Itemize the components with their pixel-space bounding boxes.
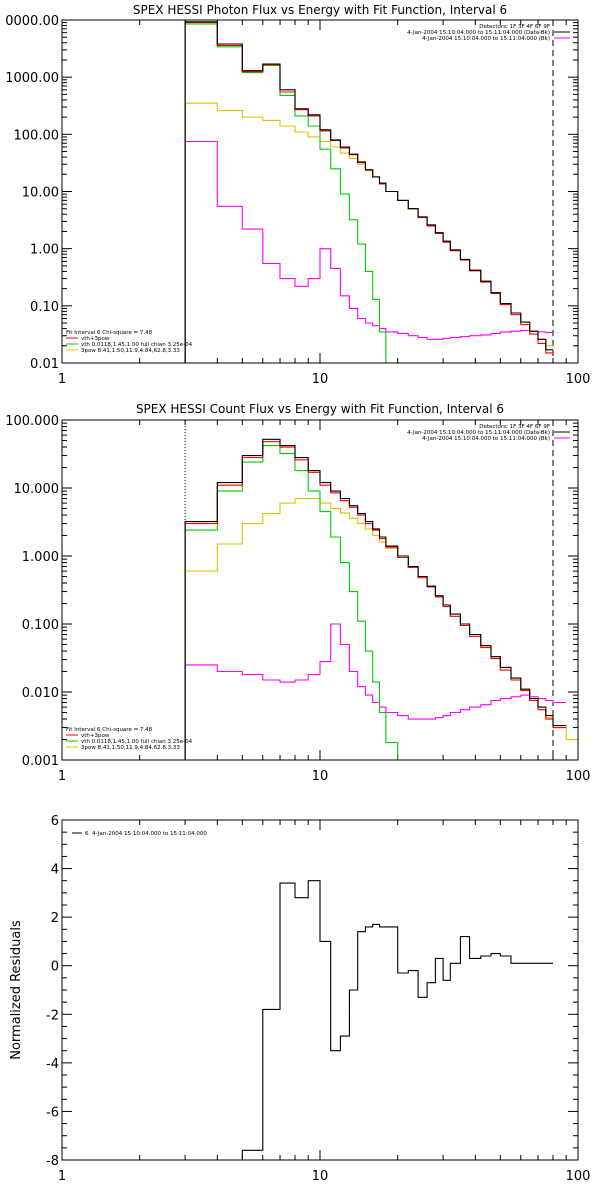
y-tick-label: 0.10 [30, 300, 59, 315]
y-tick-label: 6 [51, 814, 59, 829]
plot-frame [61, 19, 579, 364]
y-tick-label: 2 [51, 911, 59, 926]
series-line-1 [241, 880, 553, 1160]
legend-entry: Detectors: 1F 3F 4F 6F 9F [479, 424, 550, 430]
series-line-1 [184, 21, 553, 363]
x-tick-label: 100 [566, 769, 591, 784]
legend-entry: vth+3pow [81, 336, 110, 342]
series-line-4 [184, 102, 553, 363]
y-tick-label: -8 [46, 1154, 59, 1169]
plot-frame [61, 819, 579, 1161]
y-tick-label: 10.000 [14, 482, 60, 497]
series-line-2 [184, 22, 553, 363]
series-line-1 [184, 438, 567, 760]
y-tick-label: 0.100 [22, 618, 59, 633]
legend-entry: vth+3pow [81, 733, 110, 739]
chart-panel-3: 1 10 100 -8 -6 -4 -2 0 2 4 6 Normalized Residuals 6.… [9, 814, 590, 1184]
y-tick-label: 0.010 [22, 686, 59, 701]
plot-frame [61, 419, 579, 761]
legend-entry: Detectors: 1F 3F 4F 6F 9F [479, 24, 550, 30]
chart-panel-2: SPEX HESSI Count Flux vs Energy with Fit… [5, 402, 590, 784]
plot-area [184, 438, 578, 760]
y-tick-label: 0.01 [30, 357, 59, 372]
legend-entry: 4-Jan-2004 15:10:04.000 to 15:11:04.000 … [422, 436, 550, 442]
legend-entry: 4-Jan-2004 15:10:04.000 to 15:11:04.000 … [407, 430, 550, 436]
y-tick-label: 4 [51, 863, 59, 878]
x-tick-label: 10 [312, 769, 329, 784]
legend-entry: vth 0.0118,1.45,1.00 full chian 3.25e-04 [81, 342, 193, 348]
x-tick-label: 100 [566, 1169, 591, 1184]
chart-title: SPEX HESSI Count Flux vs Energy with Fit… [136, 402, 504, 416]
legend-entry: 4-Jan-2004 15:10:04.000 to 15:11:04.000 … [407, 30, 550, 36]
legend-entry: Fit Interval 6 Chi-square = 7.48 [66, 727, 153, 733]
y-tick-label: 10.00 [22, 186, 59, 201]
plot-area [184, 21, 553, 363]
chart-panel-1: SPEX HESSI Photon Flux vs Energy with Fi… [5, 3, 590, 387]
y-tick-label: 0 [51, 960, 59, 975]
y-tick-label: 100.000 [5, 414, 59, 429]
plot-area [241, 880, 553, 1160]
y-tick-label: -2 [46, 1008, 59, 1023]
x-tick-label: 10 [312, 372, 329, 387]
x-tick-label: 1 [58, 372, 66, 387]
series-line-5 [184, 623, 567, 760]
chart-title: SPEX HESSI Photon Flux vs Energy with Fi… [133, 3, 507, 17]
x-tick-label: 1 [58, 769, 66, 784]
y-axis-label: Normalized Residuals [9, 920, 24, 1060]
x-tick-label: 10 [312, 1169, 329, 1184]
y-tick-label: 1.000 [22, 550, 59, 565]
legend-entry: 3pow 8.41,1.50,11.9,4.84,62.8,3.33 [81, 745, 180, 751]
y-tick-label: 1000.00 [5, 71, 59, 86]
legend-entry: 3pow 8.41,1.50,11.9,4.84,62.8,3.33 [81, 348, 180, 354]
series-line-5 [184, 140, 553, 363]
y-tick-label: -4 [46, 1057, 59, 1072]
y-tick-label: 1.00 [30, 243, 59, 258]
x-tick-label: 100 [566, 372, 591, 387]
y-tick-label: 0.001 [22, 754, 59, 769]
series-line-3 [184, 23, 387, 363]
legend-entry: vth 0.0118,1.45,1.00 full chian 3.25e-04 [81, 739, 193, 745]
y-tick-label: -6 [46, 1105, 59, 1120]
x-tick-label: 1 [58, 1169, 66, 1184]
y-tick-label: 0000.00 [5, 14, 59, 29]
series-line-3 [184, 445, 399, 760]
legend-entry: 6. 4-Jan-2004 15:10:04.000 to 15:11:04.0… [85, 831, 207, 837]
legend-entry: Fit Interval 6 Chi-square = 7.48 [66, 330, 153, 336]
y-tick-label: 100.00 [14, 128, 60, 143]
legend-entry: 4-Jan-2004 15:10:04.000 to 15:11:04.000 … [422, 36, 550, 42]
